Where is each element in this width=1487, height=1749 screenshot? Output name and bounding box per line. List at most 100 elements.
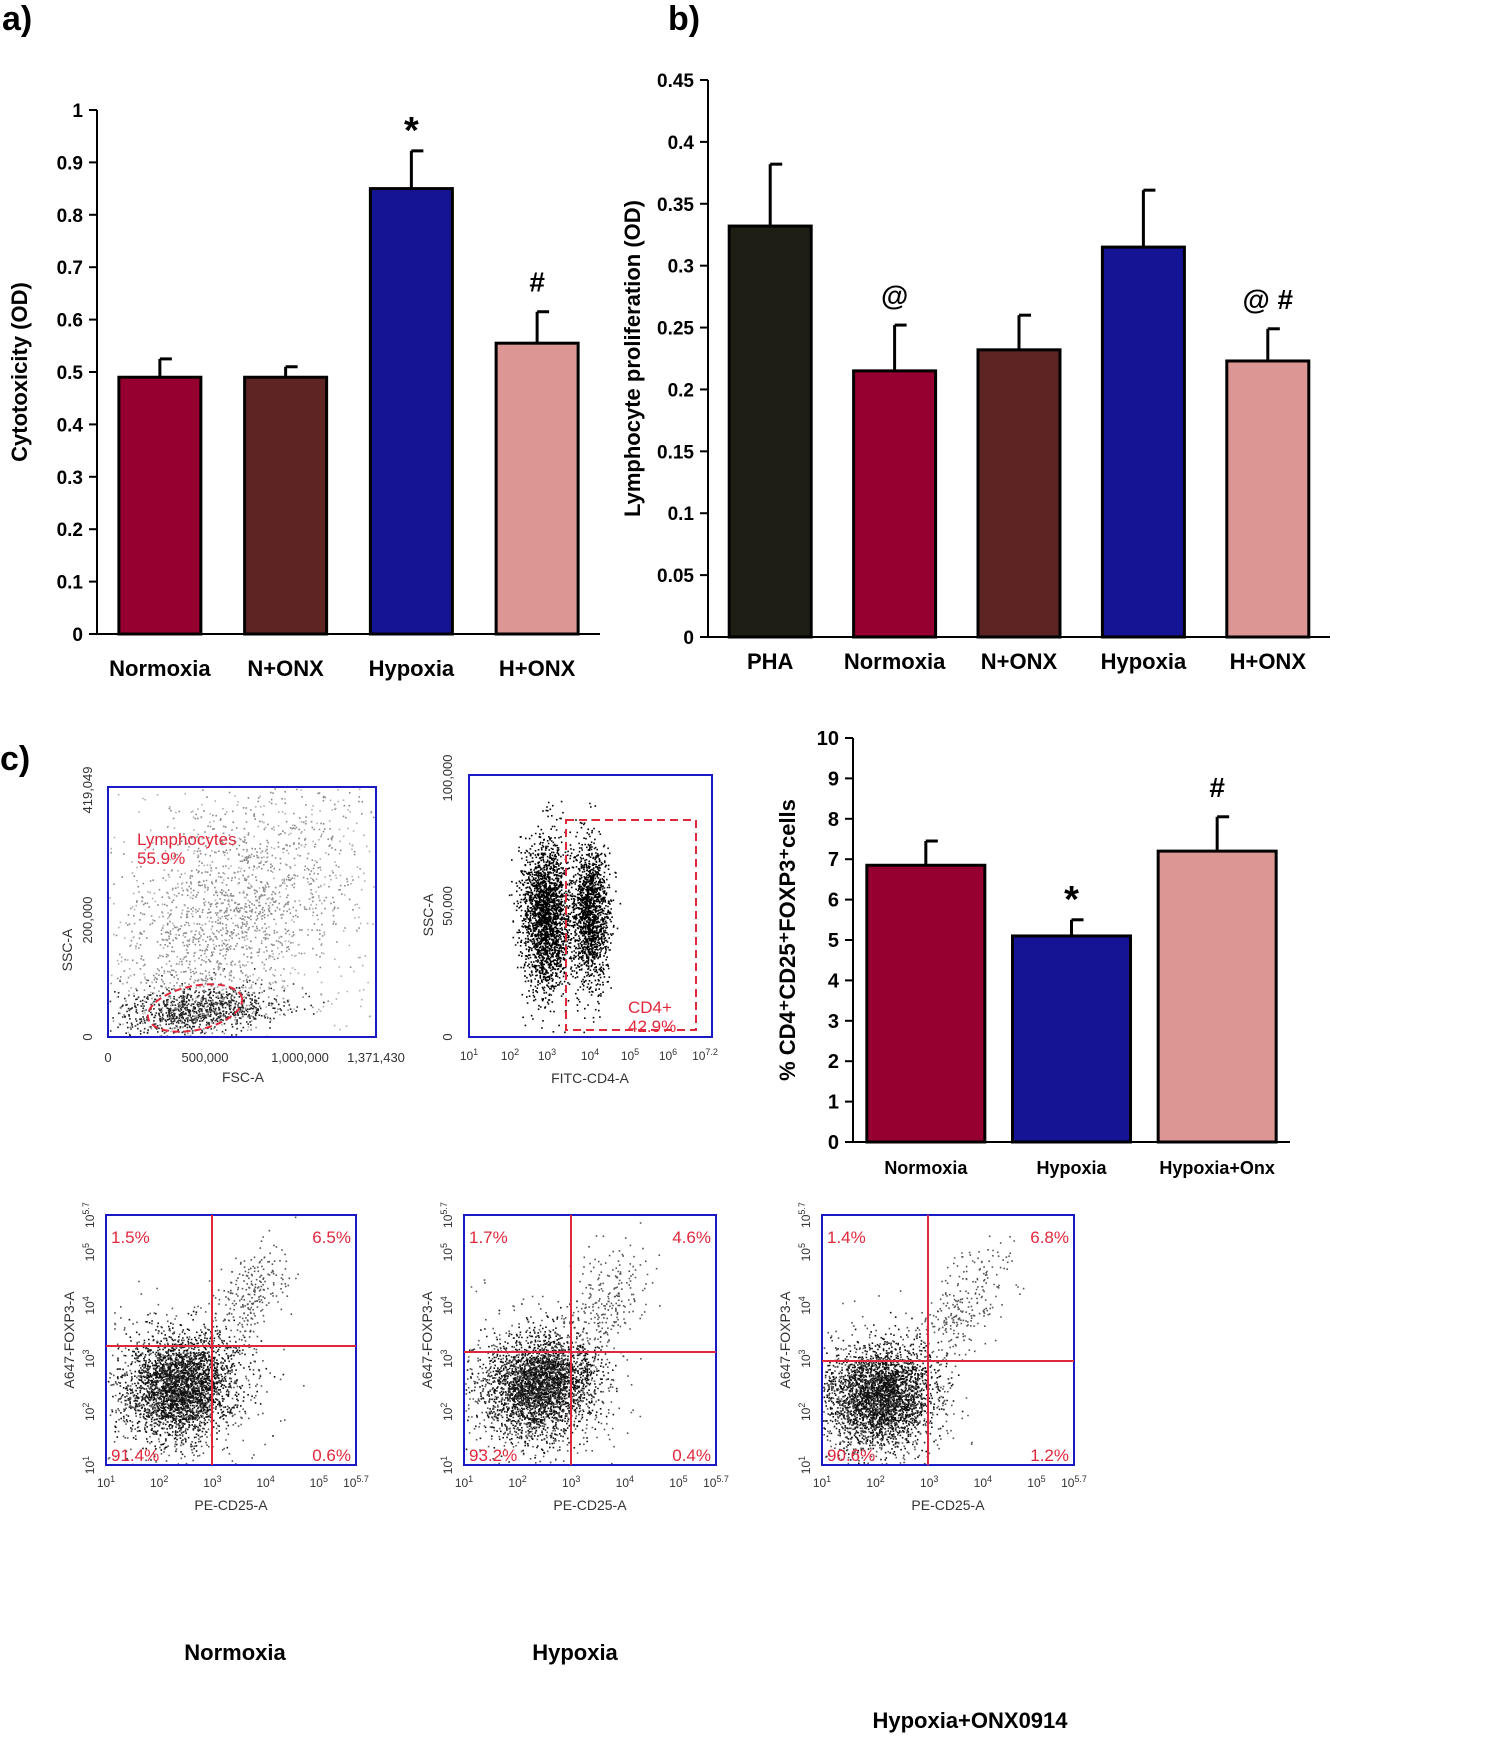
quadrant-ur-hyponx: 6.8% <box>1030 1228 1069 1247</box>
y-tick-label-a-2: 0.2 <box>57 520 83 541</box>
gate-rectangle <box>565 819 697 1031</box>
y-tick-label-a-3: 0.3 <box>57 468 83 489</box>
events-main-hyponx <box>823 1310 964 1465</box>
x-tick-label-b-2: N+ONX <box>981 649 1058 674</box>
gate-label-cd4: CD4+ <box>628 998 672 1017</box>
x-tick-label-c-bar-0: Normoxia <box>884 1158 968 1178</box>
y-axis-label-normoxia: A647-FOXP3-A <box>61 1291 77 1389</box>
y-tick-label-hypoxia-0-text: 101 <box>439 1456 455 1474</box>
x-tick-label-a-0: Normoxia <box>109 656 211 681</box>
y-axis-label-hyponx: A647-FOXP3-A <box>777 1291 793 1389</box>
x-tick-label-hypoxia-3-text: 104 <box>616 1474 634 1490</box>
panel-label-b: b) <box>668 0 701 38</box>
plot-frame-cd4 <box>468 774 713 1038</box>
bar-a-3 <box>494 341 580 636</box>
x-tick-label-c-bar-2: Hypoxia+Onx <box>1159 1158 1275 1178</box>
y-tick-label-hyponx-2-text: 103 <box>797 1349 813 1367</box>
x-tick-label-normoxia-4-text: 105 <box>310 1474 328 1490</box>
quadrant-ul-normoxia: 1.5% <box>111 1228 150 1247</box>
x-tick-label-normoxia-0: 101 <box>97 1474 115 1490</box>
y-tick-label-a-9: 0.9 <box>57 153 83 174</box>
y-tick-label-c-bar-1: 1 <box>828 1092 839 1114</box>
y-tick-label-hypoxia-5-text: 105.7 <box>439 1202 455 1228</box>
gate-value-lymph: 55.9% <box>137 849 185 868</box>
x-tick-label-hyponx-0: 101 <box>813 1474 831 1490</box>
y-tick-label-c-bar-5: 5 <box>828 930 839 952</box>
x-tick-label-hyponx-2: 103 <box>920 1474 938 1490</box>
events-spread <box>110 788 375 1038</box>
x-tick-label-hyponx-5: 105.7 <box>1061 1474 1087 1490</box>
x-tick-label-hyponx-1-text: 102 <box>866 1474 884 1490</box>
plot-frame-lymph <box>107 786 377 1038</box>
y-axis-label-hypoxia: A647-FOXP3-A <box>419 1291 435 1389</box>
y-tick-label-normoxia-3: 104 <box>81 1296 97 1314</box>
x-tick-label-normoxia-3: 104 <box>256 1474 274 1490</box>
y-tick-label-b-3: 0.15 <box>657 442 694 463</box>
quadrant-ur-normoxia: 6.5% <box>312 1228 351 1247</box>
x-tick-label-normoxia-5-text: 105.7 <box>343 1474 369 1490</box>
y-tick-label-normoxia-4-text: 105 <box>81 1243 97 1261</box>
y-axis-label-b: Lymphocyte proliferation (OD) <box>620 200 645 517</box>
y-tick-label-normoxia-3-text: 104 <box>81 1296 97 1314</box>
y-tick-label-b-1: 0.05 <box>657 566 694 587</box>
y-tick-label-cd4-2: 100,000 <box>440 755 455 802</box>
y-tick-label-hypoxia-0: 101 <box>439 1456 455 1474</box>
events-main-hypoxia <box>465 1300 618 1466</box>
x-tick-label-hypoxia-5-text: 105.7 <box>703 1474 729 1490</box>
y-tick-label-b-7: 0.35 <box>657 195 694 216</box>
y-tick-label-hypoxia-1-text: 102 <box>439 1403 455 1421</box>
x-tick-label-a-1: N+ONX <box>247 656 324 681</box>
y-tick-label-hypoxia-4: 105 <box>439 1243 455 1261</box>
x-tick-label-cd4-2: 103 <box>538 1047 556 1063</box>
y-tick-label-hypoxia-2: 103 <box>439 1349 455 1367</box>
x-tick-label-cd4-5-text: 106 <box>659 1047 677 1063</box>
bar-chart-b: PHA @ Normoxia N+ONX Hypoxia @ # H+ONX 0 0.05 0.1… <box>620 71 1330 674</box>
caption-normoxia: Normoxia <box>184 1640 286 1665</box>
x-tick-label-a-2: Hypoxia <box>369 656 455 681</box>
bar-c-bar-0 <box>865 863 987 1144</box>
y-tick-label-a-8: 0.8 <box>57 206 83 227</box>
y-tick-label-a-10: 1 <box>72 101 83 122</box>
y-tick-label-a-0: 0 <box>72 625 83 646</box>
caption-hypoxia: Hypoxia <box>532 1640 618 1665</box>
y-tick-label-hyponx-1: 102 <box>797 1403 813 1421</box>
x-tick-label-normoxia-5: 105.7 <box>343 1474 369 1490</box>
y-tick-label-cd4-0: 0 <box>440 1033 455 1040</box>
y-tick-label-lymph-2: 419,049 <box>80 767 95 814</box>
y-axis-label-a: Cytotoxicity (OD) <box>7 282 32 462</box>
y-tick-label-b-6: 0.3 <box>668 257 694 278</box>
x-tick-label-hypoxia-1-text: 102 <box>508 1474 526 1490</box>
x-tick-label-normoxia-2-text: 103 <box>203 1474 221 1490</box>
x-tick-label-hyponx-0-text: 101 <box>813 1474 831 1490</box>
x-tick-label-hypoxia-5: 105.7 <box>703 1474 729 1490</box>
x-tick-label-normoxia-1-text: 102 <box>150 1474 168 1490</box>
annotation-a-3: # <box>529 267 545 298</box>
x-tick-label-hyponx-4: 105 <box>1027 1474 1045 1490</box>
x-tick-label-cd4-4: 105 <box>621 1047 639 1063</box>
x-tick-label-a-3: H+ONX <box>499 656 576 681</box>
quadrant-lr-normoxia: 0.6% <box>312 1446 351 1465</box>
bar-a-1 <box>243 375 329 636</box>
events-main <box>109 968 325 1038</box>
y-tick-label-c-bar-6: 6 <box>828 890 839 912</box>
x-tick-label-cd4-1: 102 <box>501 1047 519 1063</box>
annotation-b-4: @ # <box>1242 284 1293 315</box>
annotation-b-1: @ <box>881 280 908 311</box>
plot-frame-hypoxia <box>463 1214 717 1466</box>
gate-label-lymph: Lymphocytes <box>137 830 237 849</box>
x-tick-label-hyponx-4-text: 105 <box>1027 1474 1045 1490</box>
y-tick-label-normoxia-0: 101 <box>81 1456 97 1474</box>
y-axis-label-lymph: SSC-A <box>59 928 75 971</box>
x-tick-label-cd4-6-text: 107.2 <box>692 1047 718 1063</box>
panel-label-a: a) <box>2 0 33 38</box>
x-tick-label-normoxia-3-text: 104 <box>256 1474 274 1490</box>
y-tick-label-hypoxia-4-text: 105 <box>439 1243 455 1261</box>
x-tick-label-c-bar-1: Hypoxia <box>1036 1158 1107 1178</box>
flow-plot-hypoxia: 1.7% 4.6% 93.2% 0.4% PE-CD25-A A647-FOXP3-A <box>419 1214 717 1513</box>
y-tick-label-c-bar-8: 8 <box>828 809 839 831</box>
y-tick-label-c-bar-0: 0 <box>828 1132 839 1154</box>
bar-c-bar-2 <box>1156 849 1278 1144</box>
y-tick-label-hypoxia-2-text: 103 <box>439 1349 455 1367</box>
quadrant-ll-hypoxia: 93.2% <box>469 1446 517 1465</box>
y-tick-label-hypoxia-1: 102 <box>439 1403 455 1421</box>
